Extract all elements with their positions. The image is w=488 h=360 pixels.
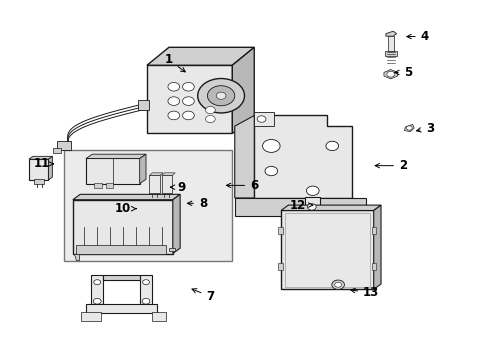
Bar xyxy=(57,141,71,150)
Polygon shape xyxy=(140,154,146,184)
Bar xyxy=(138,100,149,110)
Text: 13: 13 xyxy=(350,287,379,300)
Bar xyxy=(64,149,232,261)
Text: 12: 12 xyxy=(289,199,312,212)
Circle shape xyxy=(205,107,215,114)
Polygon shape xyxy=(152,312,166,320)
Polygon shape xyxy=(147,47,254,65)
Polygon shape xyxy=(81,312,101,320)
Polygon shape xyxy=(140,275,152,306)
Bar xyxy=(277,263,282,270)
Bar xyxy=(285,213,369,287)
Circle shape xyxy=(94,280,101,285)
Circle shape xyxy=(167,82,179,91)
Bar xyxy=(371,263,375,270)
Text: 11: 11 xyxy=(34,157,53,170)
Text: 9: 9 xyxy=(170,181,185,194)
Polygon shape xyxy=(73,194,180,200)
Text: 5: 5 xyxy=(394,66,411,79)
Bar xyxy=(281,211,373,289)
Text: 8: 8 xyxy=(187,197,207,210)
Bar xyxy=(371,227,375,234)
Circle shape xyxy=(331,280,344,289)
Circle shape xyxy=(216,92,225,99)
Polygon shape xyxy=(172,194,180,253)
Bar xyxy=(147,65,232,134)
Bar xyxy=(105,183,113,188)
Circle shape xyxy=(142,298,150,304)
Circle shape xyxy=(406,126,411,130)
Polygon shape xyxy=(91,275,103,306)
Bar xyxy=(161,175,172,193)
Circle shape xyxy=(262,139,280,152)
Circle shape xyxy=(386,71,394,77)
Polygon shape xyxy=(373,205,380,289)
Text: 6: 6 xyxy=(226,179,258,192)
Polygon shape xyxy=(103,275,140,280)
Polygon shape xyxy=(48,156,52,180)
Bar xyxy=(76,244,166,253)
Circle shape xyxy=(167,97,179,105)
Circle shape xyxy=(257,116,265,122)
Polygon shape xyxy=(161,173,175,175)
Polygon shape xyxy=(86,304,157,313)
Circle shape xyxy=(334,282,341,287)
Bar xyxy=(277,227,282,234)
Polygon shape xyxy=(29,156,52,159)
Text: 10: 10 xyxy=(114,202,136,215)
Polygon shape xyxy=(385,31,396,36)
Bar xyxy=(254,112,273,126)
Circle shape xyxy=(264,166,277,176)
Bar xyxy=(305,197,320,212)
Polygon shape xyxy=(404,125,413,132)
Bar xyxy=(34,179,43,184)
Polygon shape xyxy=(74,253,79,260)
Bar xyxy=(385,51,396,56)
Circle shape xyxy=(182,97,194,105)
Bar xyxy=(86,158,140,184)
Polygon shape xyxy=(232,47,254,134)
Polygon shape xyxy=(86,154,146,158)
Polygon shape xyxy=(281,205,380,211)
Polygon shape xyxy=(254,116,351,198)
Bar xyxy=(387,36,393,51)
Text: 4: 4 xyxy=(406,30,428,43)
Bar xyxy=(149,175,160,193)
Circle shape xyxy=(306,186,319,195)
Circle shape xyxy=(167,111,179,120)
Text: 7: 7 xyxy=(192,289,214,303)
Circle shape xyxy=(325,141,338,150)
Polygon shape xyxy=(234,198,366,216)
Polygon shape xyxy=(234,116,254,198)
Text: 3: 3 xyxy=(416,122,433,135)
Circle shape xyxy=(307,204,316,210)
Bar xyxy=(29,159,48,180)
Polygon shape xyxy=(149,173,163,175)
Polygon shape xyxy=(168,248,175,251)
Circle shape xyxy=(182,82,194,91)
Circle shape xyxy=(197,78,244,113)
Text: 2: 2 xyxy=(374,159,406,172)
Bar xyxy=(73,200,172,253)
Circle shape xyxy=(205,116,215,123)
Text: 1: 1 xyxy=(164,53,185,72)
Bar xyxy=(94,183,102,188)
Polygon shape xyxy=(383,69,397,79)
Bar xyxy=(53,148,61,153)
Circle shape xyxy=(207,86,234,106)
Circle shape xyxy=(93,298,101,304)
Circle shape xyxy=(182,111,194,120)
Circle shape xyxy=(142,280,149,285)
